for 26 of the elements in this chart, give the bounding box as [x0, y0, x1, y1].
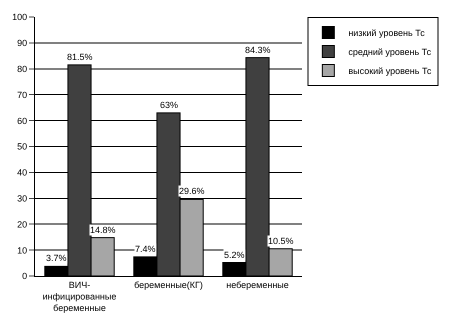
y-tick-label: 50: [17, 142, 28, 152]
x-tick-label: ВИЧ- инфицированные беременные: [42, 280, 116, 314]
y-tick-label: 40: [17, 168, 28, 178]
y-tick-label: 30: [17, 193, 28, 204]
x-tick-label: небеременные: [226, 280, 289, 290]
y-tick-label: 80: [17, 64, 28, 74]
data-label: 81.5%: [67, 52, 93, 62]
data-label: 7.4%: [135, 244, 156, 254]
y-tick-label: 100: [12, 12, 28, 22]
x-tick-label: беременные(КГ): [134, 280, 203, 290]
y-tick-label: 90: [17, 38, 28, 48]
legend-label: низкий уровень Тс: [348, 28, 426, 38]
y-tick-label: 10: [17, 245, 28, 256]
data-label: 5.2%: [224, 250, 245, 260]
legend-label: высокий уровень Тс: [348, 66, 432, 76]
y-tick-label: 60: [17, 116, 28, 126]
y-tick-label: 0: [22, 271, 28, 282]
data-label: 63%: [160, 100, 178, 110]
data-label: 3.7%: [46, 253, 67, 263]
y-tick-label: 20: [17, 219, 28, 230]
data-label: 84.3%: [245, 45, 271, 55]
legend-label: средний уровень Тс: [348, 47, 432, 58]
data-label: 14.8%: [90, 225, 116, 235]
y-tick-label: 70: [17, 90, 28, 100]
data-label: 10.5%: [268, 236, 294, 246]
data-label: 29.6%: [179, 186, 205, 196]
